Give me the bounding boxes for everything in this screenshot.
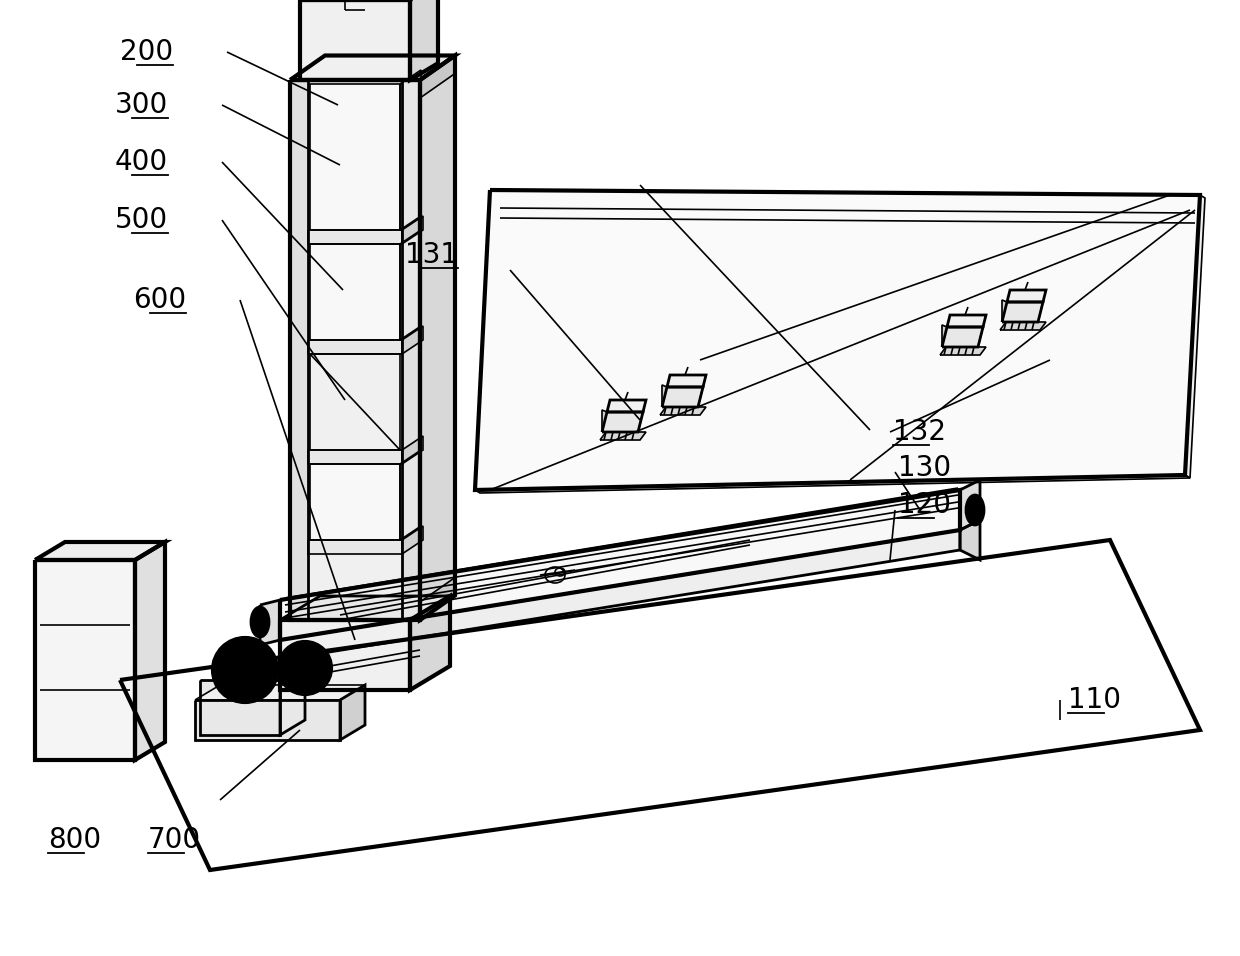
Polygon shape bbox=[401, 450, 422, 540]
Polygon shape bbox=[420, 55, 455, 620]
Polygon shape bbox=[947, 315, 986, 327]
Polygon shape bbox=[200, 680, 280, 735]
Text: 120: 120 bbox=[898, 491, 951, 519]
Polygon shape bbox=[667, 375, 706, 387]
Polygon shape bbox=[340, 685, 365, 740]
Polygon shape bbox=[999, 322, 1047, 330]
Text: 1: 1 bbox=[314, 645, 326, 664]
Circle shape bbox=[239, 664, 250, 676]
Polygon shape bbox=[402, 436, 423, 464]
Polygon shape bbox=[308, 540, 402, 554]
Polygon shape bbox=[280, 596, 450, 620]
Text: 600: 600 bbox=[133, 286, 186, 314]
Text: 400: 400 bbox=[115, 148, 167, 176]
Polygon shape bbox=[475, 475, 1190, 493]
Ellipse shape bbox=[966, 495, 985, 525]
Polygon shape bbox=[662, 387, 703, 407]
Polygon shape bbox=[1185, 195, 1205, 478]
Polygon shape bbox=[280, 490, 960, 640]
Polygon shape bbox=[402, 216, 423, 244]
Polygon shape bbox=[280, 665, 305, 735]
Text: 800: 800 bbox=[48, 826, 102, 854]
Polygon shape bbox=[402, 326, 423, 354]
Polygon shape bbox=[308, 340, 402, 354]
Polygon shape bbox=[960, 480, 980, 530]
Polygon shape bbox=[410, 0, 438, 80]
Polygon shape bbox=[195, 685, 365, 700]
Polygon shape bbox=[135, 542, 165, 760]
Polygon shape bbox=[942, 325, 947, 347]
Circle shape bbox=[279, 642, 331, 694]
Polygon shape bbox=[940, 347, 986, 355]
Polygon shape bbox=[290, 80, 308, 620]
Polygon shape bbox=[600, 432, 646, 440]
Polygon shape bbox=[402, 526, 423, 554]
Polygon shape bbox=[35, 560, 135, 760]
Polygon shape bbox=[601, 410, 608, 432]
Text: 300: 300 bbox=[115, 91, 167, 119]
Polygon shape bbox=[1007, 290, 1047, 302]
Polygon shape bbox=[960, 520, 980, 560]
Polygon shape bbox=[1002, 302, 1043, 322]
Text: 700: 700 bbox=[148, 826, 201, 854]
Polygon shape bbox=[260, 600, 280, 645]
Polygon shape bbox=[310, 244, 401, 340]
Polygon shape bbox=[310, 464, 401, 540]
Text: 500: 500 bbox=[115, 206, 167, 234]
Circle shape bbox=[291, 654, 319, 682]
Polygon shape bbox=[120, 540, 1200, 870]
Polygon shape bbox=[420, 577, 455, 620]
Text: 110: 110 bbox=[1068, 686, 1121, 714]
Ellipse shape bbox=[250, 607, 269, 637]
Polygon shape bbox=[290, 55, 455, 80]
Circle shape bbox=[227, 652, 263, 688]
Circle shape bbox=[300, 663, 310, 673]
Polygon shape bbox=[280, 530, 960, 660]
Text: 132: 132 bbox=[893, 418, 946, 446]
Polygon shape bbox=[475, 190, 1200, 490]
Polygon shape bbox=[401, 230, 422, 340]
Polygon shape bbox=[308, 450, 402, 464]
Polygon shape bbox=[308, 230, 402, 244]
Polygon shape bbox=[290, 80, 420, 620]
Text: 200: 200 bbox=[120, 38, 174, 66]
Polygon shape bbox=[942, 327, 983, 347]
Polygon shape bbox=[410, 596, 450, 690]
Polygon shape bbox=[300, 0, 410, 80]
Polygon shape bbox=[662, 385, 667, 407]
Polygon shape bbox=[608, 400, 646, 412]
Polygon shape bbox=[280, 620, 410, 690]
Polygon shape bbox=[1002, 300, 1007, 322]
Polygon shape bbox=[401, 70, 422, 230]
Polygon shape bbox=[420, 55, 455, 98]
Polygon shape bbox=[660, 407, 706, 415]
Polygon shape bbox=[601, 412, 644, 432]
Polygon shape bbox=[402, 80, 420, 620]
Polygon shape bbox=[310, 354, 401, 450]
Text: 131: 131 bbox=[405, 241, 458, 269]
Polygon shape bbox=[35, 542, 165, 560]
Circle shape bbox=[213, 638, 277, 702]
Polygon shape bbox=[310, 84, 401, 230]
Text: 130: 130 bbox=[898, 454, 951, 482]
Polygon shape bbox=[195, 700, 340, 740]
